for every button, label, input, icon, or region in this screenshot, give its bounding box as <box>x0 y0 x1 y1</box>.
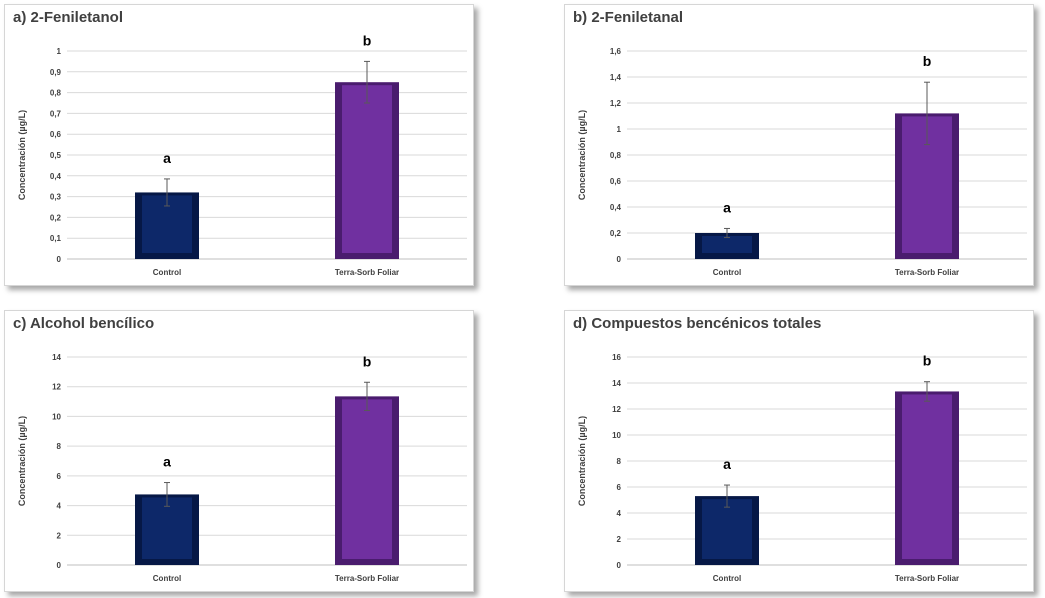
significance-letter: b <box>363 32 372 48</box>
y-tick-label: 0,2 <box>50 213 62 222</box>
x-tick-label: Control <box>713 268 741 277</box>
y-tick-label: 0,5 <box>50 151 62 160</box>
y-tick-label: 10 <box>52 412 61 421</box>
y-tick-label: 0,6 <box>610 177 622 186</box>
y-tick-label: 2 <box>617 535 622 544</box>
chart-plot: 0 2 4 6 8 10 12 14 16 Concentración (µg/L) a Contro… <box>577 353 1027 583</box>
chart-title: a) 2-Feniletanol <box>13 9 124 26</box>
y-tick-label: 0,4 <box>610 203 622 212</box>
significance-letter: a <box>163 454 171 470</box>
y-tick-label: 12 <box>52 383 61 392</box>
significance-letter: b <box>363 353 372 369</box>
y-tick-label: 1 <box>57 47 62 56</box>
bar-face <box>342 399 392 559</box>
y-axis-label: Concentración (µg/L) <box>17 416 27 506</box>
y-tick-label: 12 <box>612 405 621 414</box>
significance-letter: a <box>723 456 731 472</box>
y-tick-label: 6 <box>57 472 62 481</box>
y-tick-label: 0,3 <box>50 193 62 202</box>
chart-title: c) Alcohol bencílico <box>13 315 155 332</box>
y-tick-label: 0,8 <box>50 89 62 98</box>
y-tick-label: 14 <box>52 353 61 362</box>
significance-letter: b <box>923 53 932 69</box>
y-axis-label: Concentración (µg/L) <box>577 110 587 200</box>
x-tick-label: Terra-Sorb Foliar <box>895 268 959 277</box>
y-tick-label: 0,1 <box>50 234 62 243</box>
y-tick-label: 0,2 <box>610 229 622 238</box>
chart-title: d) Compuestos bencénicos totales <box>573 315 822 332</box>
significance-letter: a <box>723 199 731 215</box>
chart-panel-c: c) Alcohol bencílico 0 2 4 6 8 10 12 14 Concentr… <box>4 310 474 592</box>
y-tick-label: 1,4 <box>610 73 622 82</box>
bar-face <box>702 499 752 559</box>
y-tick-label: 0,7 <box>50 109 62 118</box>
y-axis-label: Concentración (µg/L) <box>17 110 27 200</box>
chart-plot: 0 2 4 6 8 10 12 14 Concentración (µg/L) a Control b… <box>17 353 467 583</box>
y-tick-label: 6 <box>617 483 622 492</box>
bar-face <box>142 497 192 559</box>
y-tick-label: 4 <box>617 509 622 518</box>
chart-plot: 0 0,1 0,2 0,3 0,4 0,5 0,6 0,7 0,8 0,9 1 Concentraci… <box>17 32 467 277</box>
bar-face <box>342 85 392 253</box>
y-tick-label: 8 <box>617 457 622 466</box>
y-tick-label: 16 <box>612 353 621 362</box>
y-tick-label: 8 <box>57 442 62 451</box>
x-tick-label: Terra-Sorb Foliar <box>335 574 399 583</box>
y-tick-label: 0 <box>617 255 622 264</box>
y-tick-label: 0,9 <box>50 68 62 77</box>
y-axis-label: Concentración (µg/L) <box>577 416 587 506</box>
x-tick-label: Control <box>153 268 181 277</box>
y-tick-label: 0,4 <box>50 172 62 181</box>
x-tick-label: Terra-Sorb Foliar <box>335 268 399 277</box>
y-tick-label: 1,2 <box>610 99 622 108</box>
bar-face <box>902 394 952 559</box>
y-tick-label: 10 <box>612 431 621 440</box>
chart-panel-d: d) Compuestos bencénicos totales 0 2 4 6 8 10… <box>564 310 1034 592</box>
chart-plot: 0 0,2 0,4 0,6 0,8 1 1,2 1,4 1,6 Concentración (µg… <box>577 47 1027 277</box>
y-tick-label: 0,8 <box>610 151 622 160</box>
y-tick-label: 0 <box>617 561 622 570</box>
x-tick-label: Terra-Sorb Foliar <box>895 574 959 583</box>
bar-face <box>702 236 752 253</box>
y-tick-label: 0 <box>57 561 62 570</box>
chart-title: b) 2-Feniletanal <box>573 9 684 26</box>
y-tick-label: 4 <box>57 502 62 511</box>
y-tick-label: 2 <box>57 531 62 540</box>
y-tick-label: 1 <box>617 125 622 134</box>
x-tick-label: Control <box>713 574 741 583</box>
chart-panel-b: b) 2-Feniletanal 0 0,2 0,4 0,6 0,8 1 1,2 1,4 1,6… <box>564 4 1034 286</box>
significance-letter: a <box>163 150 171 166</box>
chart-panel-a: a) 2-Feniletanol 0 0,1 0,2 0,3 0,4 0,5 0,6 0,7 0… <box>4 4 474 286</box>
y-tick-label: 1,6 <box>610 47 622 56</box>
x-tick-label: Control <box>153 574 181 583</box>
y-tick-label: 0,6 <box>50 130 62 139</box>
y-tick-label: 14 <box>612 379 621 388</box>
significance-letter: b <box>923 353 932 369</box>
y-tick-label: 0 <box>57 255 62 264</box>
